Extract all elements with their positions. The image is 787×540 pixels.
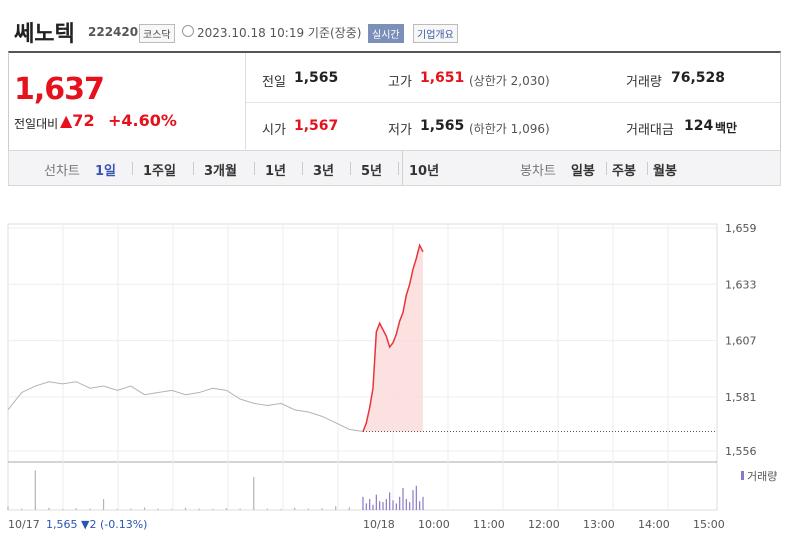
stock-name: 쎄노텍: [14, 22, 75, 47]
quote-label: 저가: [388, 123, 412, 138]
x-tick-label: 10:00: [418, 518, 450, 531]
period-tab[interactable]: 주봉: [612, 164, 636, 179]
period-tab[interactable]: 3개월: [204, 164, 237, 179]
y-tick-label: 1,556: [725, 445, 757, 458]
quote-extra: (상한가 2,030): [469, 74, 550, 88]
x-tick-label: 11:00: [473, 518, 505, 531]
period-tab[interactable]: 1년: [265, 164, 287, 179]
company-info-button[interactable]: 기업개요: [413, 24, 458, 43]
quote-extra: (하한가 1,096): [469, 122, 550, 136]
y-tick-label: 1,607: [725, 335, 757, 348]
period-tab[interactable]: 10년: [409, 164, 440, 179]
clock-icon: [182, 25, 194, 37]
period-tab[interactable]: 3년: [313, 164, 335, 179]
quote-value: 1,565: [420, 118, 465, 134]
tab-label: 선차트: [44, 164, 80, 179]
x-tick-label: 10/17: [8, 518, 40, 531]
quote-unit: 백만: [715, 121, 738, 135]
current-price: 1,637: [14, 72, 105, 107]
separator: [132, 162, 133, 175]
stock-code: 222420: [88, 25, 139, 39]
period-tab[interactable]: 월봉: [653, 164, 677, 179]
tab-label: 봉차트: [520, 164, 556, 179]
price-line: [7, 381, 364, 433]
quote-label: 시가: [262, 123, 286, 138]
quote-label: 전일: [262, 75, 286, 90]
tab-bar: [8, 150, 781, 186]
y-tick-label: 1,659: [725, 222, 757, 235]
separator: [398, 162, 399, 175]
prev-summary: 1,565 ▼2 (-0.13%): [46, 518, 147, 531]
change-label: 전일대비: [14, 117, 59, 131]
market-badge: 코스닥: [139, 24, 175, 43]
x-tick-label: 13:00: [583, 518, 615, 531]
period-tab[interactable]: 일봉: [571, 164, 595, 179]
legend-swatch: [741, 471, 744, 480]
x-tick-label: 15:00: [693, 518, 725, 531]
period-tab[interactable]: 5년: [361, 164, 383, 179]
quote-label: 거래대금: [626, 123, 674, 138]
price-line: [362, 243, 424, 432]
separator: [193, 162, 194, 175]
period-tab[interactable]: 1일: [95, 164, 117, 179]
separator: [606, 162, 607, 175]
divider: [245, 53, 246, 151]
quote-value: 1,567: [294, 118, 339, 134]
x-tick-label: 14:00: [638, 518, 670, 531]
chart: 1,659 1,633 1,607 1,581 1,556 거래량 10/17 1,565 ▼…: [7, 222, 777, 531]
separator: [647, 162, 648, 175]
x-tick-label: 12:00: [528, 518, 560, 531]
legend-label: 거래량: [747, 470, 777, 483]
y-tick-label: 1,581: [725, 391, 757, 404]
quote-value: 1,565: [294, 70, 339, 86]
change: ▲72: [60, 111, 95, 130]
quote-value: 1,651: [420, 70, 465, 86]
quote-label: 거래량: [626, 75, 662, 90]
realtime-badge[interactable]: 실시간: [368, 24, 404, 43]
divider: [246, 102, 780, 103]
y-tick-label: 1,633: [725, 278, 757, 291]
change-percent: +4.60%: [108, 111, 177, 130]
x-tick-label: 10/18: [363, 518, 395, 531]
period-tab[interactable]: 1주일: [143, 164, 176, 179]
divider: [402, 151, 403, 185]
quote-label: 고가: [388, 75, 412, 90]
quote-value: 124: [684, 118, 714, 134]
timestamp: 2023.10.18 10:19 기준(장중): [197, 26, 362, 40]
separator: [350, 162, 351, 175]
plot-frame: [7, 223, 718, 511]
separator: [302, 162, 303, 175]
quote-value: 76,528: [671, 70, 726, 86]
separator: [254, 162, 255, 175]
